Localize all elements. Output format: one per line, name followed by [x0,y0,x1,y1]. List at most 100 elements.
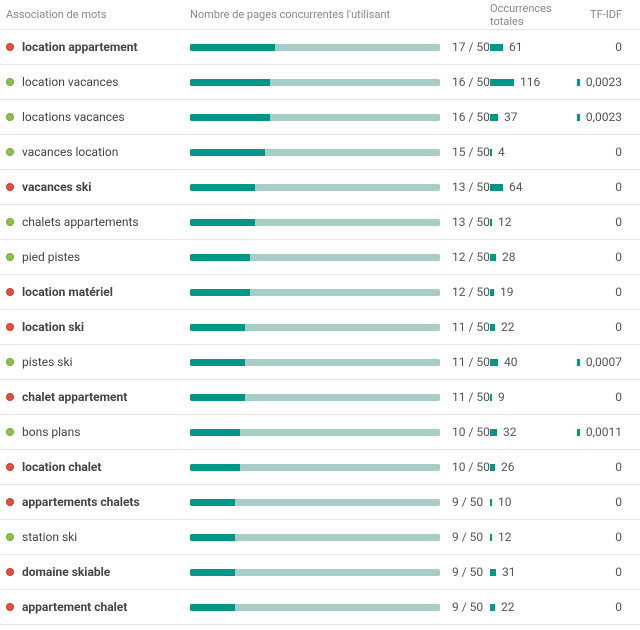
term-label: location matériel [22,285,113,299]
pages-ratio: 11 / 50 [452,320,490,334]
term-label: domaine skiable [22,565,110,579]
status-dot [6,498,14,506]
status-dot [6,218,14,226]
occ-bar [490,499,492,506]
status-dot [6,78,14,86]
header-tfidf[interactable]: TF-IDF [570,8,630,21]
occ-value: 4 [498,145,505,159]
pages-bar [190,359,440,366]
pages-bar [190,499,440,506]
header-pages[interactable]: Nombre de pages concurrentes l'utilisant [190,8,490,21]
occ-value: 28 [502,250,516,264]
pages-bar [190,289,440,296]
table-row[interactable]: vacances location15 / 5040 [0,135,640,170]
table-row[interactable]: chalets appartements13 / 50120 [0,205,640,240]
occ-bar [490,289,494,296]
pages-bar [190,254,440,261]
pages-ratio: 13 / 50 [452,180,490,194]
term-label: station ski [22,530,77,544]
pages-ratio: 9 / 50 [452,600,483,614]
occ-bar [490,79,514,86]
pages-ratio: 13 / 50 [452,215,490,229]
status-dot [6,43,14,51]
occ-bar [490,534,492,541]
tfidf-value: 0 [615,565,622,579]
occ-value: 26 [501,460,515,474]
status-dot [6,183,14,191]
pages-bar [190,394,440,401]
table-row[interactable]: location matériel12 / 50190 [0,275,640,310]
term-label: location ski [22,320,84,334]
table-row[interactable]: vacances ski13 / 50640 [0,170,640,205]
keyword-table: Association de mots Nombre de pages conc… [0,0,640,625]
occ-value: 22 [501,320,515,334]
occ-value: 31 [502,565,516,579]
occ-value: 40 [504,355,518,369]
table-row[interactable]: location ski11 / 50220 [0,310,640,345]
pages-bar [190,219,440,226]
status-dot [6,428,14,436]
tfidf-bar [577,429,580,436]
status-dot [6,323,14,331]
occ-bar [490,149,492,156]
pages-bar [190,44,440,51]
table-row[interactable]: domaine skiable9 / 50310 [0,555,640,590]
table-row[interactable]: chalet appartement11 / 5090 [0,380,640,415]
term-label: vacances ski [22,180,91,194]
term-label: pied pistes [22,250,80,264]
tfidf-value: 0,0007 [586,355,622,369]
tfidf-value: 0,0023 [586,110,622,124]
occ-value: 12 [498,530,512,544]
tfidf-value: 0,0023 [586,75,622,89]
occ-value: 61 [509,40,523,54]
pages-ratio: 10 / 50 [452,425,490,439]
occ-bar [490,324,495,331]
table-row[interactable]: pistes ski11 / 50400,0007 [0,345,640,380]
tfidf-value: 0 [615,215,622,229]
header-assoc[interactable]: Association de mots [0,8,190,21]
tfidf-bar [577,359,580,366]
tfidf-value: 0 [615,145,622,159]
term-label: chalets appartements [22,215,139,229]
term-label: vacances location [22,145,118,159]
occ-value: 22 [501,600,515,614]
occ-value: 64 [509,180,523,194]
header-occ[interactable]: Occurrences totales [490,2,570,28]
pages-bar [190,604,440,611]
term-label: locations vacances [22,110,125,124]
table-row[interactable]: locations vacances 16 / 50 37 0,0023 [0,100,640,135]
occ-bar [490,254,496,261]
status-dot [6,253,14,261]
tfidf-bar [577,79,580,86]
status-dot [6,393,14,401]
pages-bar [190,79,440,86]
occ-value: 9 [498,390,505,404]
occ-bar [490,219,492,226]
occ-bar [490,44,503,51]
table-row[interactable]: pied pistes12 / 50280 [0,240,640,275]
pages-ratio: 16 / 50 [452,110,490,124]
occ-value: 37 [504,110,518,124]
table-row[interactable]: location vacances16 / 501160,0023 [0,65,640,100]
status-dot [6,358,14,366]
table-row[interactable]: bons plans10 / 50320,0011 [0,415,640,450]
table-row[interactable]: appartements chalets9 / 50100 [0,485,640,520]
status-dot [6,288,14,296]
table-row[interactable]: location chalet10 / 50260 [0,450,640,485]
table-row[interactable]: appartement chalet9 / 50220 [0,590,640,625]
term-label: appartements chalets [22,495,140,509]
pages-ratio: 9 / 50 [452,495,483,509]
table-row[interactable]: station ski9 / 50120 [0,520,640,555]
status-dot [6,603,14,611]
pages-ratio: 11 / 50 [452,390,490,404]
table-row[interactable]: location appartement17 / 50610 [0,30,640,65]
occ-bar [490,569,496,576]
tfidf-value: 0 [615,285,622,299]
pages-ratio: 16 / 50 [452,75,490,89]
occ-value: 10 [498,495,512,509]
status-dot [6,568,14,576]
pages-ratio: 11 / 50 [452,355,490,369]
occ-bar [490,184,503,191]
pages-bar [190,149,440,156]
status-dot [6,148,14,156]
